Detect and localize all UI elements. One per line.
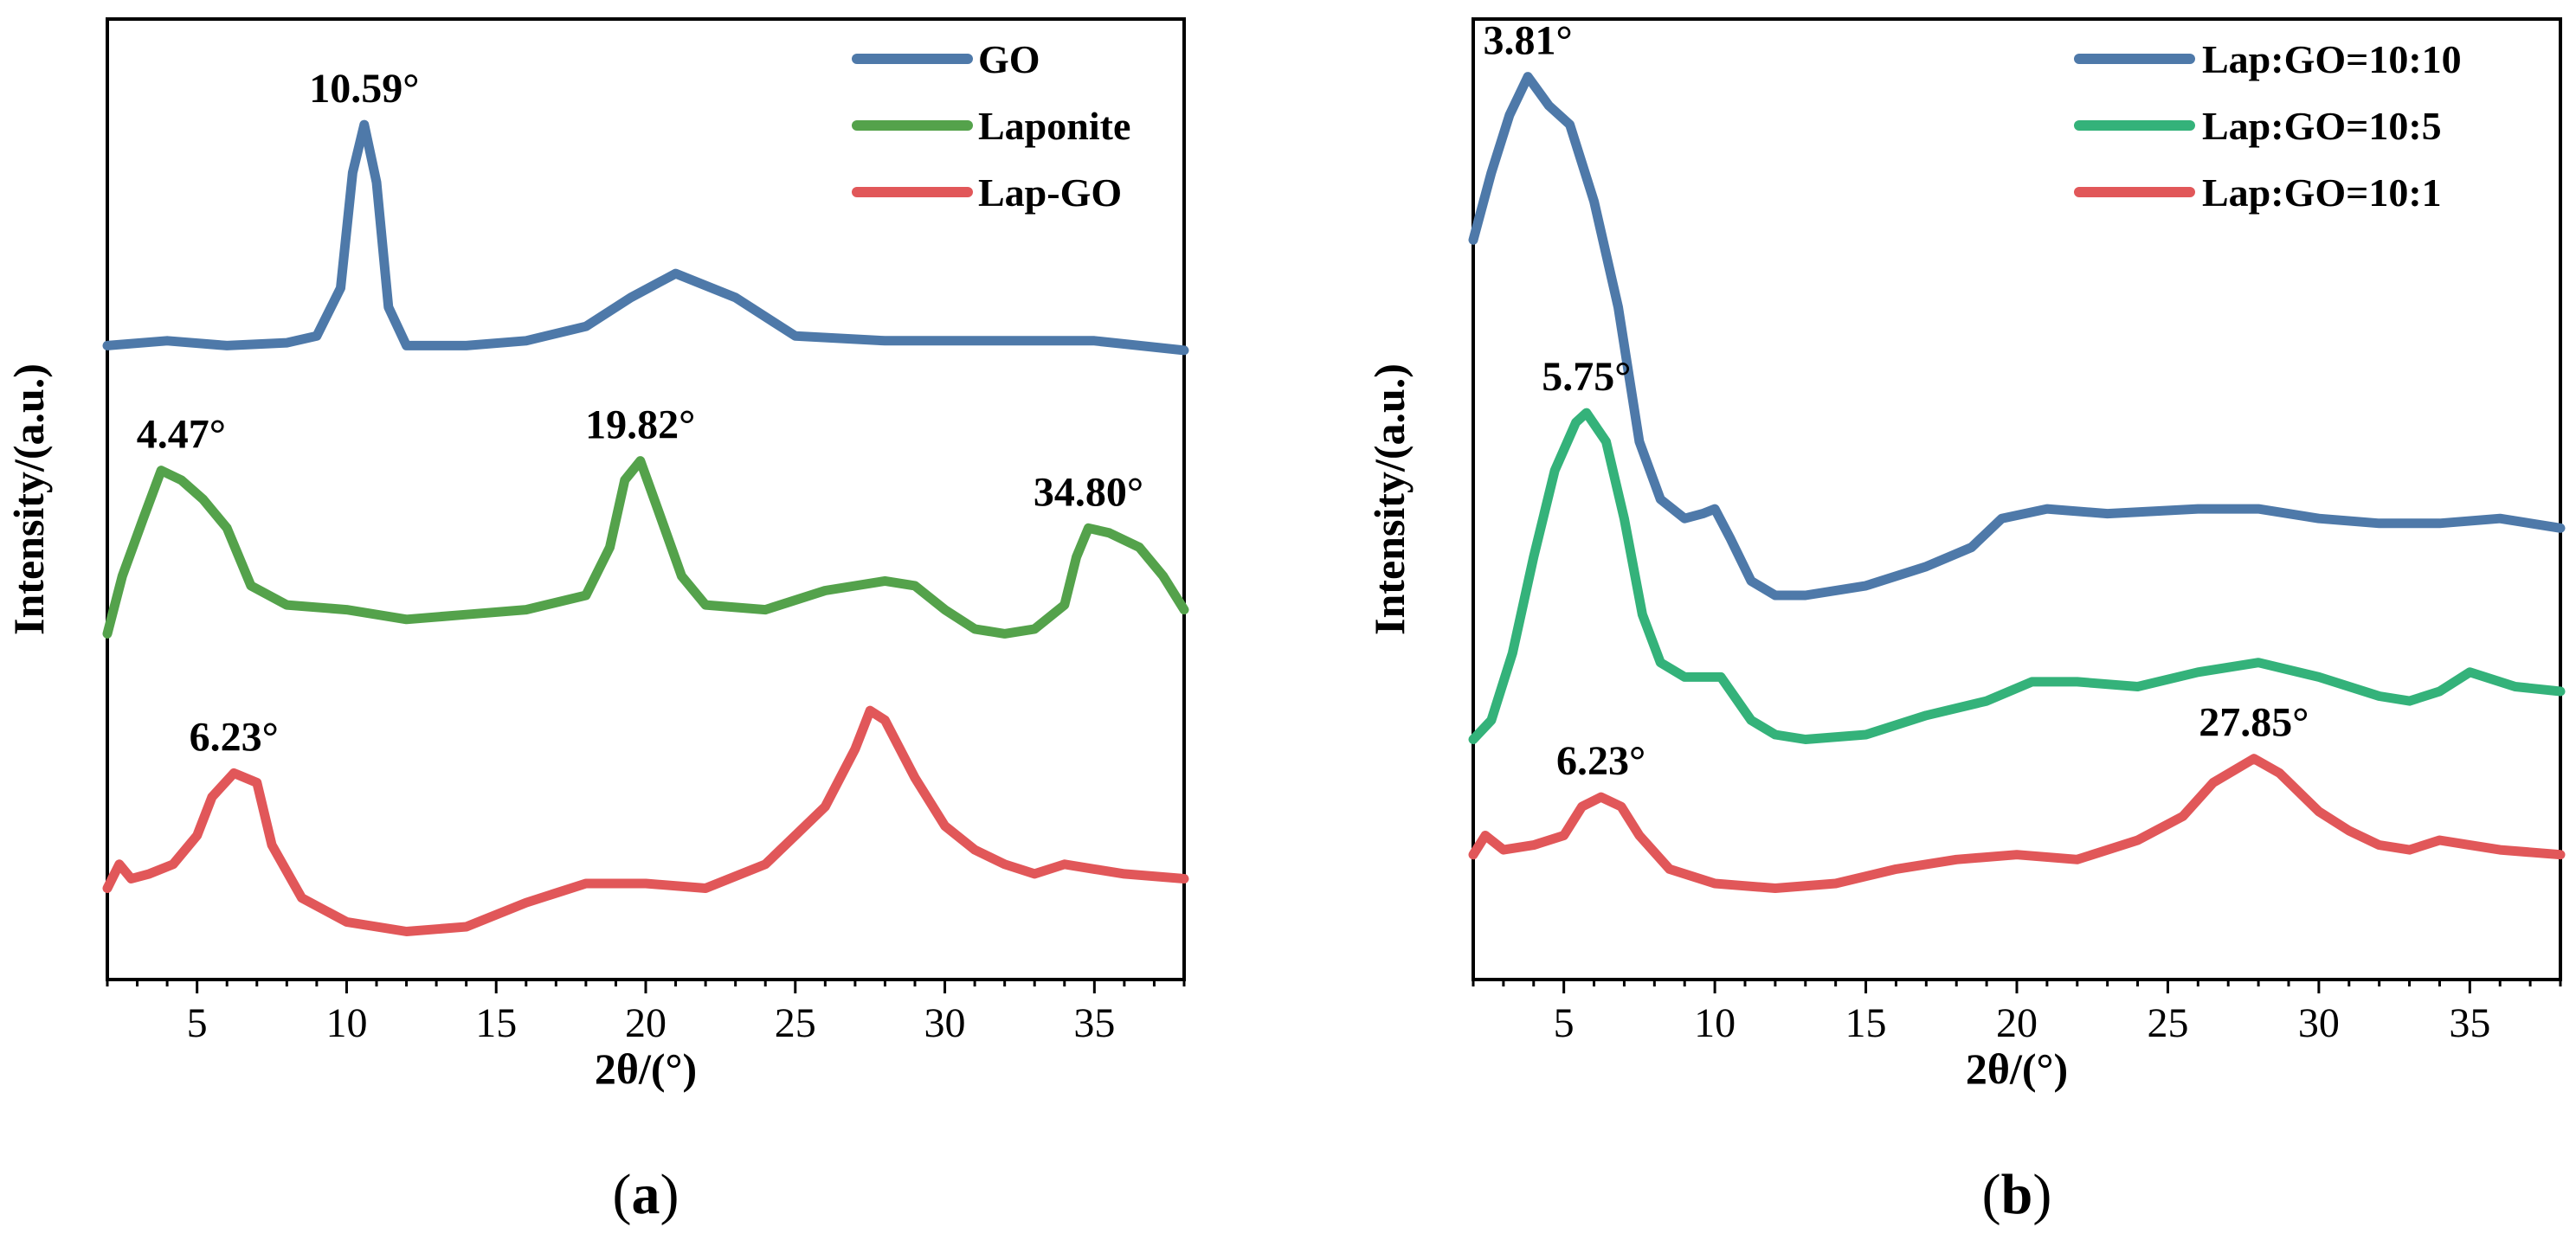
x-tick-label: 20: [1996, 1000, 2038, 1046]
x-tick-label: 25: [775, 1000, 816, 1046]
series-line-go: [102, 119, 1189, 356]
chart-panel-b: 5 10 15 20 25 30 35 2θ/(°) Intensity/(a.u.) Lap:G…: [1365, 17, 2566, 1226]
x-tick-label: 5: [1554, 1000, 1575, 1046]
panel-label: (b): [1982, 1163, 2052, 1226]
x-axis-label: 2θ/(°): [595, 1044, 697, 1093]
peak-annotation: 6.23°: [1556, 738, 1645, 784]
x-tick-label: 15: [475, 1000, 517, 1046]
x-tick-label: 25: [2147, 1000, 2188, 1046]
x-tick-label: 5: [187, 1000, 208, 1046]
x-tick-label: 35: [1073, 1000, 1115, 1046]
peak-annotation: 19.82°: [585, 402, 695, 448]
peak-annotation: 27.85°: [2199, 700, 2309, 746]
legend-label: Lap:GO=10:10: [2202, 37, 2462, 81]
y-axis-label: Intensity/(a.u.): [4, 363, 53, 635]
y-axis-label: Intensity/(a.u.): [1365, 363, 1414, 635]
peak-annotation: 6.23°: [190, 714, 279, 760]
x-tick-label: 15: [1845, 1000, 1887, 1046]
panel-label: (a): [613, 1163, 679, 1226]
series-line-lap-go-10-10: [1468, 72, 2566, 601]
series-line-laponite: [102, 456, 1189, 639]
chart-panel-a: 5 10 15 20 25 30 35 2θ/(°) Intensity/(a.u.) GO Lap…: [4, 17, 1189, 1226]
series-line-lap-go: [102, 705, 1189, 936]
legend-label: Laponite: [978, 104, 1130, 148]
x-tick-label: 10: [1694, 1000, 1736, 1046]
series-line-lap-go-10-1: [1468, 754, 2566, 893]
peak-annotation: 3.81°: [1484, 18, 1573, 64]
x-tick-label: 30: [924, 1000, 966, 1046]
peak-annotation: 5.75°: [1542, 354, 1631, 400]
legend-label: Lap:GO=10:5: [2202, 104, 2442, 148]
peak-annotation: 34.80°: [1034, 469, 1143, 515]
legend-label: Lap-GO: [978, 170, 1122, 215]
peak-annotation: 4.47°: [137, 412, 226, 458]
peak-annotation: 10.59°: [309, 66, 419, 112]
x-tick-label: 20: [625, 1000, 667, 1046]
x-tick-label: 30: [2298, 1000, 2340, 1046]
legend-label: GO: [978, 37, 1040, 81]
x-tick-label: 10: [325, 1000, 367, 1046]
legend-label: Lap:GO=10:1: [2202, 170, 2442, 215]
x-axis-label: 2θ/(°): [1966, 1044, 2068, 1093]
series-line-lap-go-10-5: [1468, 408, 2566, 744]
x-tick-label: 35: [2449, 1000, 2490, 1046]
